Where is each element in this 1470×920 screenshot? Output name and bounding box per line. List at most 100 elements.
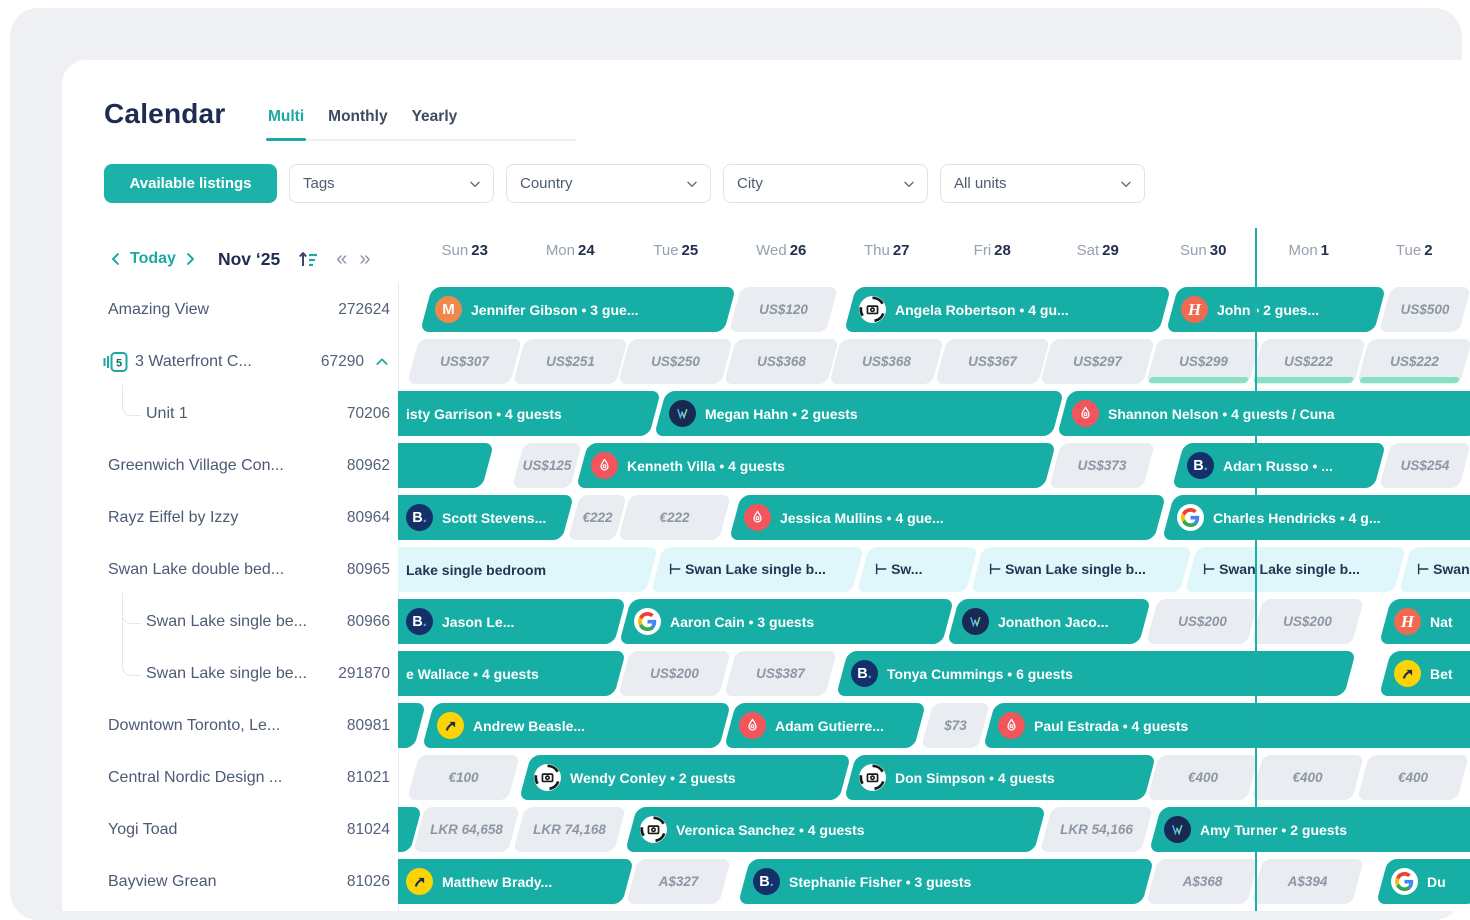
price-cell[interactable]: $73 [920,703,991,748]
booking-bar[interactable]: B. Jason Le... [398,599,627,644]
listing-row[interactable]: Rayz Eiffel by Izzy 80964 [62,492,398,544]
chevron-right-icon[interactable] [180,249,200,269]
booking-content: Jessica Mullins • 4 gue... [735,495,1160,540]
price-cell[interactable]: US$254 [1378,443,1470,488]
booking-content: H Nat [1385,599,1470,644]
booking-bar[interactable]: Bet [1378,651,1470,696]
booking-bar[interactable]: B. Adam Russo • ... [1171,443,1387,488]
filter-dropdown-city[interactable]: City [723,164,928,203]
booking-bar[interactable]: H Nat [1378,599,1470,644]
price-cell[interactable]: US$500 [1378,287,1470,332]
booking-bar[interactable]: Don Simpson • 4 guests [843,755,1157,800]
booking-bar[interactable]: Veronica Sanchez • 4 guests [624,807,1047,852]
listing-row[interactable]: Central Nordic Design ... 81021 [62,752,398,804]
tab-yearly[interactable]: Yearly [411,108,458,125]
unit-name-cell[interactable]: ⊢ Swan Lake single b... [650,547,865,592]
price-cell[interactable]: €222 [567,495,628,540]
price-cell[interactable]: A$394 [1250,859,1365,904]
listing-row[interactable]: Unit 1 70206 [62,385,398,440]
booking-bar[interactable]: Amy Turner • 2 guests [1148,807,1470,852]
booking-bar[interactable]: Charles Hendricks • 4 g... [1161,495,1470,540]
booking-bar[interactable]: Matthew Brady... [398,859,635,904]
unit-name-cell[interactable]: ⊢ Swan Lake single b... [1184,547,1407,592]
listing-row[interactable]: Swan Lake single be... 291870 [62,617,398,700]
unit-name-cell[interactable]: Lake single bedroom [398,547,659,592]
booking-bar[interactable]: B. Scott Stevens... [398,495,575,540]
booking-bar[interactable]: isty Garrison • 4 guests [398,391,662,436]
listing-row[interactable]: Amazing View 272624 [62,284,398,336]
filter-dropdown-tags[interactable]: Tags [289,164,494,203]
price-cell[interactable]: €400 [1146,755,1259,800]
guest-label: Tonya Cummings • 6 guests [887,665,1073,682]
unit-name-cell[interactable]: ⊢ Swan Lake single b... [970,547,1193,592]
price-cell[interactable]: US$368 [828,339,945,384]
price-cell[interactable]: €100 [406,755,521,800]
collapse-chevron-icon[interactable] [374,354,390,370]
price-cell[interactable]: US$373 [1048,443,1156,488]
booking-bar[interactable]: Wendy Conley • 2 guests [518,755,852,800]
price-cell[interactable]: US$222 [1250,339,1367,384]
booking-bar[interactable]: Jessica Mullins • 4 gue... [728,495,1167,540]
skip-back-icon[interactable]: « [336,248,348,270]
tab-monthly[interactable]: Monthly [328,108,388,125]
booking-bar[interactable]: Aaron Cain • 3 guests [618,599,955,644]
price-cell[interactable]: US$387 [723,651,837,696]
booking-bar[interactable]: Kenneth Villa • 4 guests [575,443,1057,488]
listing-row[interactable]: Yogi Toad 81024 [62,804,398,856]
listing-row[interactable]: Greenwich Village Con... 80962 [62,440,398,492]
skip-forward-icon[interactable]: » [359,248,371,270]
price-cell[interactable]: A$368 [1145,859,1259,904]
booking-bar[interactable]: Megan Hahn • 2 guests [653,391,1065,436]
price-cell[interactable]: LKR 74,168 [512,807,626,852]
booking-bar[interactable]: Du [1375,859,1470,904]
booking-bar[interactable]: H John • 2 gues... [1165,287,1387,332]
booking-bar[interactable]: Paul Estrada • 4 guests [982,703,1470,748]
tab-multi[interactable]: Multi [265,108,307,141]
booking-bar[interactable]: B. Stephanie Fisher • 3 guests [737,859,1155,904]
today-button[interactable]: Today [130,250,176,267]
booking-bar[interactable]: M Jennifer Gibson • 3 gue... [419,287,737,332]
price-cell[interactable]: US$368 [723,339,839,384]
channel-circle-icon [859,296,886,323]
price-cell[interactable]: US$200 [1250,599,1365,644]
price-cell[interactable]: €400 [1356,755,1469,800]
price-cell[interactable]: US$120 [728,287,839,332]
available-listings-button[interactable]: Available listings [104,164,277,203]
booking-bar[interactable]: Shannon Nelson • 4 guests / Cuna [1056,391,1470,436]
filter-dropdown-all-units[interactable]: All units [940,164,1145,203]
chevron-left-icon[interactable] [106,249,126,269]
listing-row[interactable]: Swan Lake single be... 80966 [62,593,398,648]
sort-icon[interactable] [296,247,320,271]
booking-bar[interactable] [398,703,427,748]
listing-row[interactable]: 5 3 Waterfront C... 67290 [62,336,398,388]
price-cell[interactable]: US$222 [1356,339,1470,384]
unit-name-cell[interactable]: ⊢ Sw... [856,547,979,592]
price-cell[interactable]: US$251 [512,339,628,384]
booking-bar[interactable]: B. Tonya Cummings • 6 guests [835,651,1357,696]
price-cell[interactable]: LKR 64,658 [412,807,521,852]
price-cell[interactable]: US$125 [511,443,582,488]
price-cell[interactable]: US$250 [617,339,734,384]
price-cell[interactable]: US$299 [1145,339,1261,384]
booking-bar[interactable] [398,443,495,488]
channel-expedia-icon [437,712,464,739]
booking-bar[interactable]: Adam Gutierre... [723,703,927,748]
price-cell[interactable]: A$327 [625,859,732,904]
listing-row[interactable]: Swan Lake double bed... 80965 [62,544,398,596]
price-cell[interactable]: US$200 [617,651,732,696]
booking-bar[interactable]: e Wallace • 4 guests [398,651,627,696]
price-cell[interactable]: US$297 [1039,339,1156,384]
price-cell[interactable]: €400 [1250,755,1365,800]
booking-bar[interactable]: Angela Robertson • 4 gu... [843,287,1172,332]
price-cell[interactable]: US$307 [406,339,523,384]
price-cell[interactable]: US$367 [934,339,1050,384]
unit-name-cell[interactable]: ⊢ Swan [1398,547,1470,592]
filter-dropdown-country[interactable]: Country [506,164,711,203]
price-cell[interactable]: LKR 54,166 [1039,807,1154,852]
price-cell[interactable]: €222 [617,495,732,540]
listing-row[interactable]: Bayview Grean 81026 [62,856,398,908]
booking-bar[interactable]: Jonathon Jaco... [946,599,1152,644]
booking-bar[interactable]: Andrew Beasle... [421,703,732,748]
price-cell[interactable]: US$200 [1145,599,1259,644]
listing-row[interactable]: Downtown Toronto, Le... 80981 [62,700,398,752]
